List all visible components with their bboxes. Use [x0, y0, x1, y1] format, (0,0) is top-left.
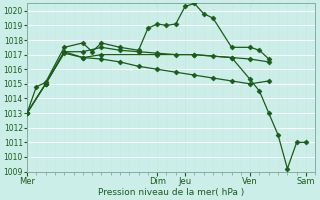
X-axis label: Pression niveau de la mer( hPa ): Pression niveau de la mer( hPa ): [98, 188, 244, 197]
